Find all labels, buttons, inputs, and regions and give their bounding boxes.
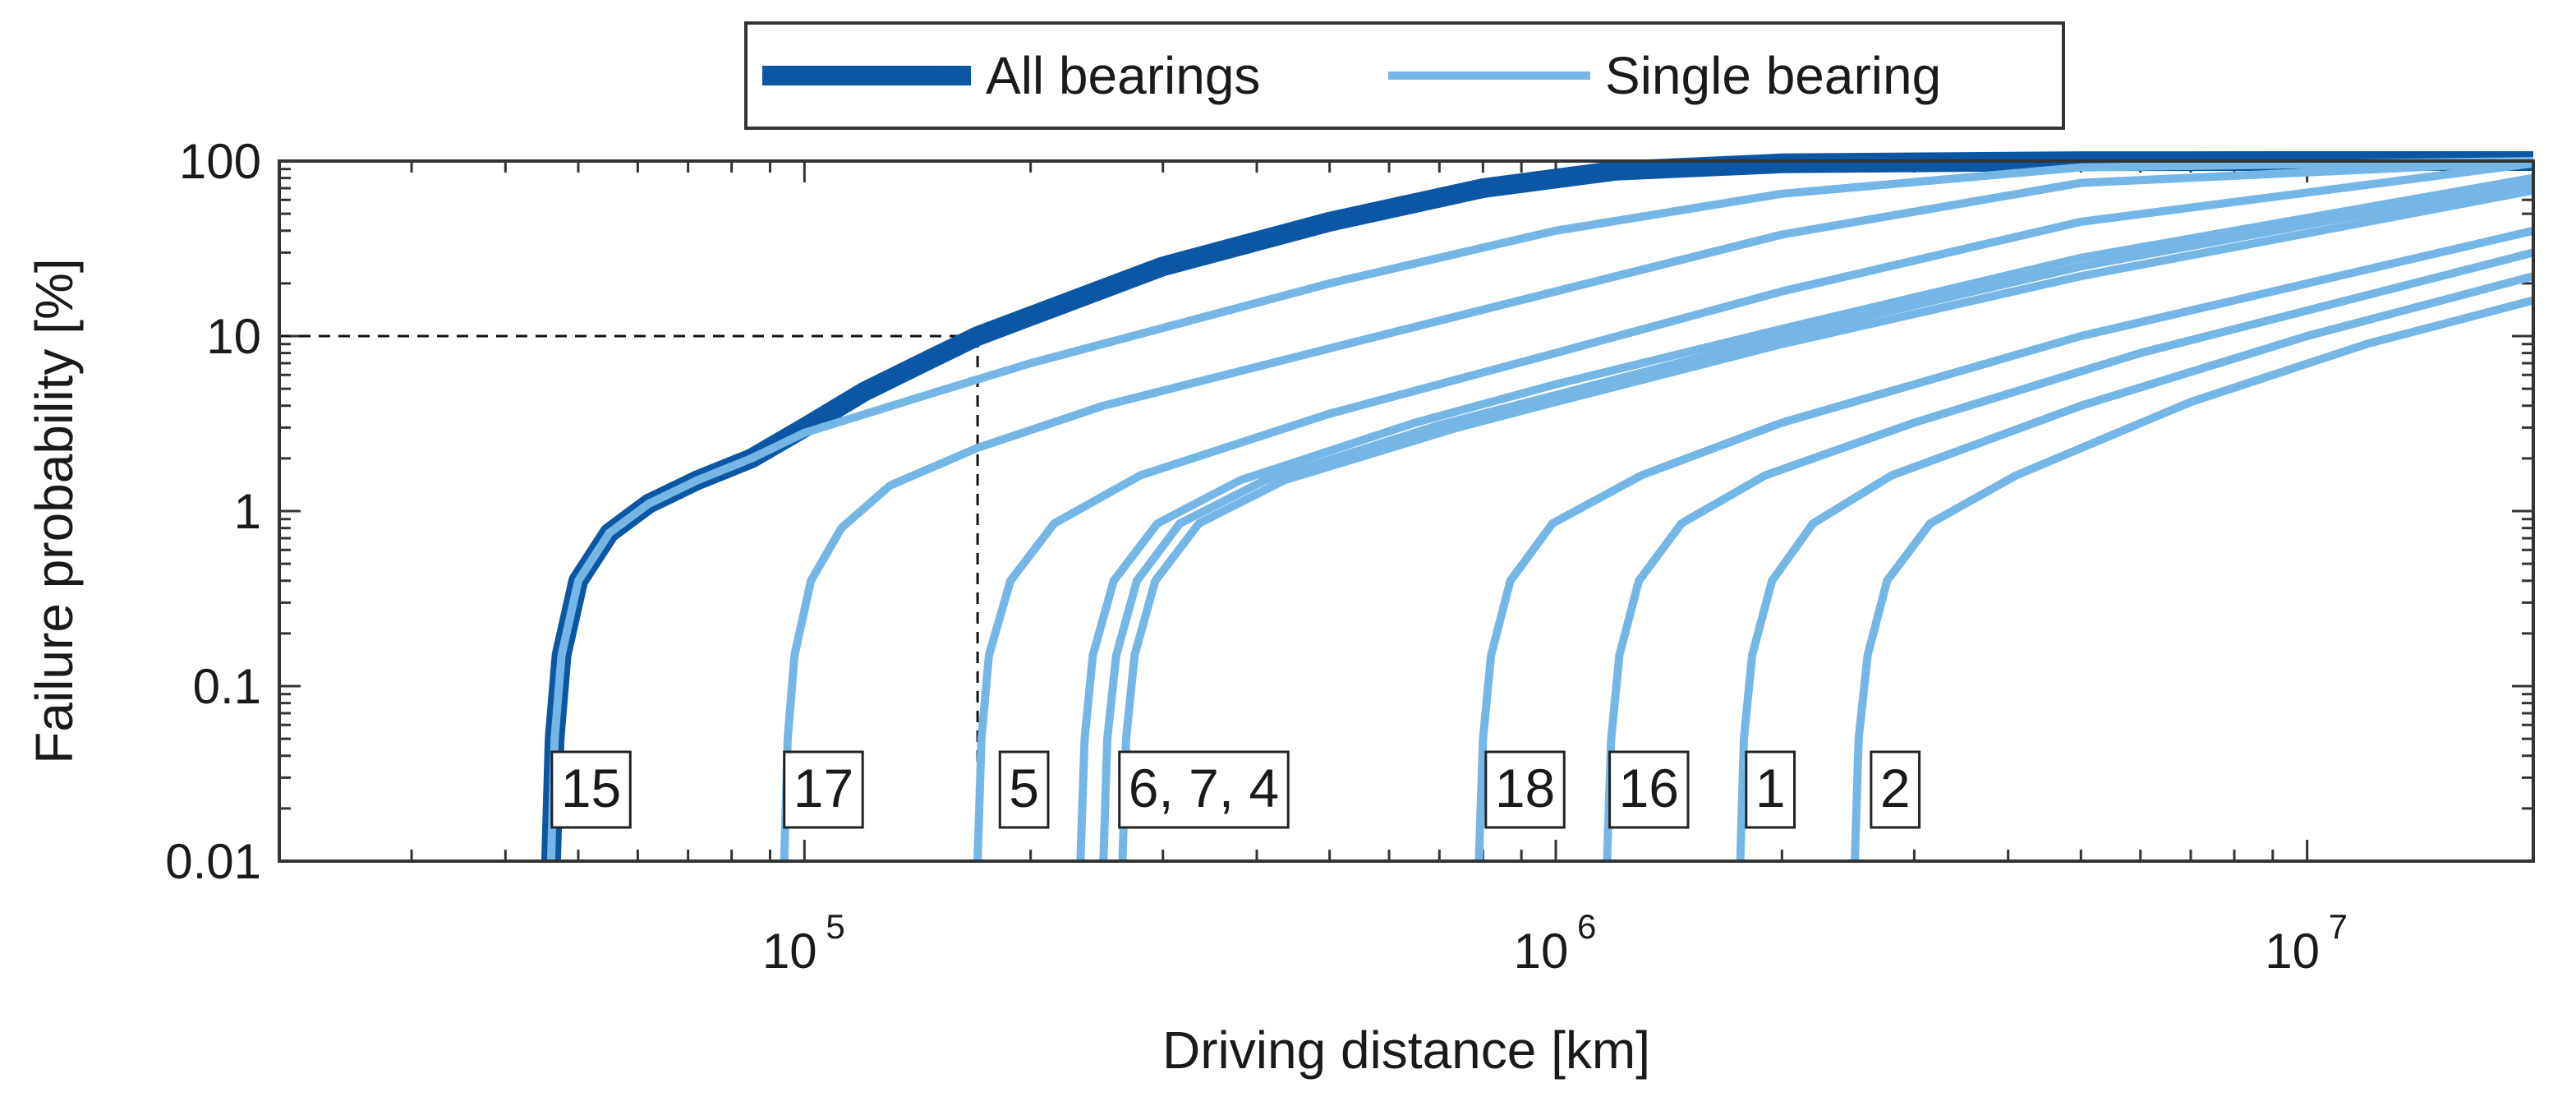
y-tick-label-2: 1 xyxy=(234,484,261,539)
curve-label-box-4 xyxy=(1484,750,1566,829)
single-bearing-curve-0 xyxy=(546,157,2534,862)
single-bearing-curve-3 xyxy=(1076,173,2534,862)
single-bearing-curve-9 xyxy=(1851,296,2535,862)
y-tick-label-1: 10 xyxy=(206,309,261,364)
y-tick-label-0: 100 xyxy=(179,134,261,189)
curve-label-3: 6, 7, 4 xyxy=(1129,758,1279,818)
single-bearing-curve-1 xyxy=(780,157,2534,862)
x-tick-label-exponent-0: 5 xyxy=(826,907,844,946)
curve-label-1: 17 xyxy=(794,758,853,818)
x-tick-label-base-0: 10 xyxy=(762,924,817,979)
single-bearing-curve-7 xyxy=(1603,248,2535,862)
x-tick-label-base-2: 10 xyxy=(2265,924,2320,979)
curve-label-box-3 xyxy=(1118,750,1290,829)
curves xyxy=(540,151,2535,862)
single-bearing-curve-2 xyxy=(973,159,2534,862)
legend-label-single-bearing: Single bearing xyxy=(1605,46,1941,105)
x-tick-label-exponent-2: 7 xyxy=(2329,907,2348,946)
plot-frame xyxy=(278,159,2535,863)
curve-labels: 15 17 5 6, 7, 4 18 16 1 2 xyxy=(550,750,1921,829)
curve-label-box-2 xyxy=(998,750,1050,829)
y-tick-label-4: 0.01 xyxy=(165,834,261,889)
single-bearing-curve-6 xyxy=(1474,226,2535,862)
single-bearing-curve-5 xyxy=(1118,186,2534,862)
y-tick-label-3: 0.1 xyxy=(193,659,261,714)
x-axis-label: Driving distance [km] xyxy=(1162,1021,1650,1080)
single-bearing-curve-4 xyxy=(1099,178,2534,862)
legend-label-all-bearings: All bearings xyxy=(986,46,1260,105)
curve-label-0: 15 xyxy=(561,758,621,818)
curve-label-4: 18 xyxy=(1495,758,1555,818)
curve-label-7: 2 xyxy=(1880,758,1911,818)
y-axis-label: Failure probability [%] xyxy=(25,258,84,763)
x-tick-label-base-1: 10 xyxy=(1514,924,1569,979)
legend: All bearings Single bearing xyxy=(744,21,2065,130)
curve-label-box-7 xyxy=(1870,750,1921,829)
curve-label-6: 1 xyxy=(1755,758,1786,818)
x-tick-label-exponent-1: 6 xyxy=(1577,907,1596,946)
curve-label-box-0 xyxy=(550,750,632,829)
curve-label-box-1 xyxy=(783,750,864,829)
curve-label-box-5 xyxy=(1608,750,1690,829)
curve-label-box-6 xyxy=(1745,750,1796,829)
curve-label-5: 16 xyxy=(1619,758,1679,818)
single-bearing-curve-8 xyxy=(1736,272,2535,862)
curve-label-2: 5 xyxy=(1009,758,1039,818)
